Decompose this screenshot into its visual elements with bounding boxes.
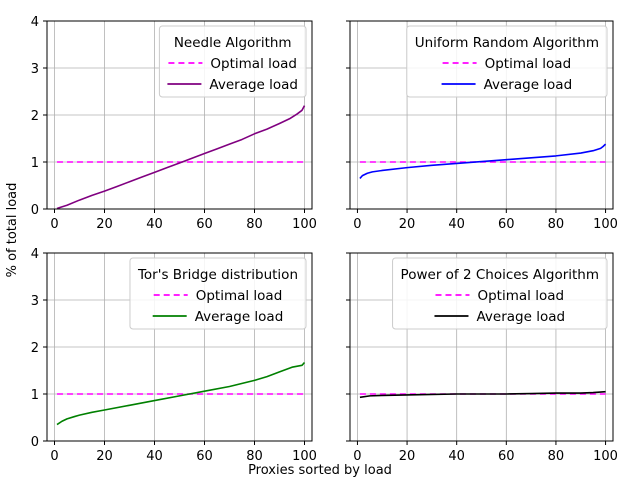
legend-entry-label: Optimal load	[485, 56, 572, 72]
y-tick-label: 2	[31, 341, 39, 356]
legend-box	[158, 25, 307, 98]
x-tick-label: 40	[146, 449, 163, 464]
y-tick-label: 0	[31, 435, 39, 450]
subplot-1: 0 20 40 60 80 100 0 1 2 3 4 Needle Algorithm Optimal…	[31, 15, 317, 232]
series-line-average-load	[56, 105, 306, 210]
x-tick-label: 20	[399, 217, 416, 232]
y-tick-label: 1	[31, 388, 39, 403]
shared-y-axis-label: % of total load	[5, 183, 20, 278]
y-tick-label: 2	[31, 109, 39, 124]
legend: Tor's Bridge distribution Optimal load Ave…	[129, 257, 307, 330]
legend-entry-label: Average load	[484, 77, 573, 93]
x-tick-label: 80	[246, 217, 263, 232]
x-tick-label: 100	[593, 449, 618, 464]
x-tick-label: 100	[593, 217, 618, 232]
legend-entry-label: Average load	[195, 309, 284, 325]
legend-title: Uniform Random Algorithm	[415, 35, 599, 51]
legend-box	[129, 257, 307, 330]
x-tick-label: 80	[548, 449, 565, 464]
legend-entry-label: Optimal load	[477, 288, 564, 304]
y-tick-label: 3	[31, 294, 39, 309]
y-tick-label: 1	[31, 156, 39, 171]
x-tick-label: 0	[50, 217, 58, 232]
legend-box	[406, 25, 608, 98]
x-tick-label: 40	[146, 217, 163, 232]
subplot-4: 0 20 40 60 80 100 Power of 2 Choices Algorithm…	[346, 252, 618, 464]
x-tick-label: 0	[50, 449, 58, 464]
legend: Uniform Random Algorithm Optimal load Aver…	[406, 25, 608, 98]
x-tick-label: 20	[96, 449, 113, 464]
y-tick-label: 3	[31, 62, 39, 77]
legend-entry-label: Optimal load	[210, 56, 297, 72]
y-tick-label: 0	[31, 203, 39, 218]
y-tick-label: 4	[31, 15, 39, 30]
y-tick-label: 4	[31, 247, 39, 262]
legend-title: Power of 2 Choices Algorithm	[401, 267, 599, 283]
shared-x-axis-label: Proxies sorted by load	[248, 463, 392, 478]
x-tick-label: 40	[448, 449, 465, 464]
x-tick-label: 100	[292, 449, 317, 464]
x-tick-label: 60	[196, 217, 213, 232]
x-tick-label: 20	[96, 217, 113, 232]
x-tick-label: 100	[292, 217, 317, 232]
x-tick-label: 60	[498, 449, 515, 464]
x-tick-label: 80	[246, 449, 263, 464]
legend-title: Tor's Bridge distribution	[137, 267, 298, 283]
legend: Power of 2 Choices Algorithm Optimal load…	[392, 257, 608, 330]
series-line-average-load	[56, 361, 306, 426]
subplot-2: 0 20 40 60 80 100 Uniform Random Algorithm Opti…	[346, 20, 618, 232]
legend-entry-label: Optimal load	[196, 288, 283, 304]
x-tick-label: 80	[548, 217, 565, 232]
x-tick-label: 60	[498, 217, 515, 232]
legend-entry-label: Average load	[209, 77, 298, 93]
x-tick-label: 0	[353, 217, 361, 232]
series-line-average-load	[359, 143, 607, 179]
x-tick-label: 20	[399, 449, 416, 464]
subplot-3: 0 20 40 60 80 100 0 1 2 3 4 Tor's Bridge distributi…	[31, 247, 317, 464]
series-line-average-load	[359, 390, 606, 399]
x-tick-label: 60	[196, 449, 213, 464]
legend-entry-label: Average load	[476, 309, 565, 325]
legend-title: Needle Algorithm	[174, 35, 292, 51]
x-tick-label: 0	[353, 449, 361, 464]
x-tick-label: 40	[448, 217, 465, 232]
legend-box	[392, 257, 608, 330]
legend: Needle Algorithm Optimal load Average load	[158, 25, 307, 98]
